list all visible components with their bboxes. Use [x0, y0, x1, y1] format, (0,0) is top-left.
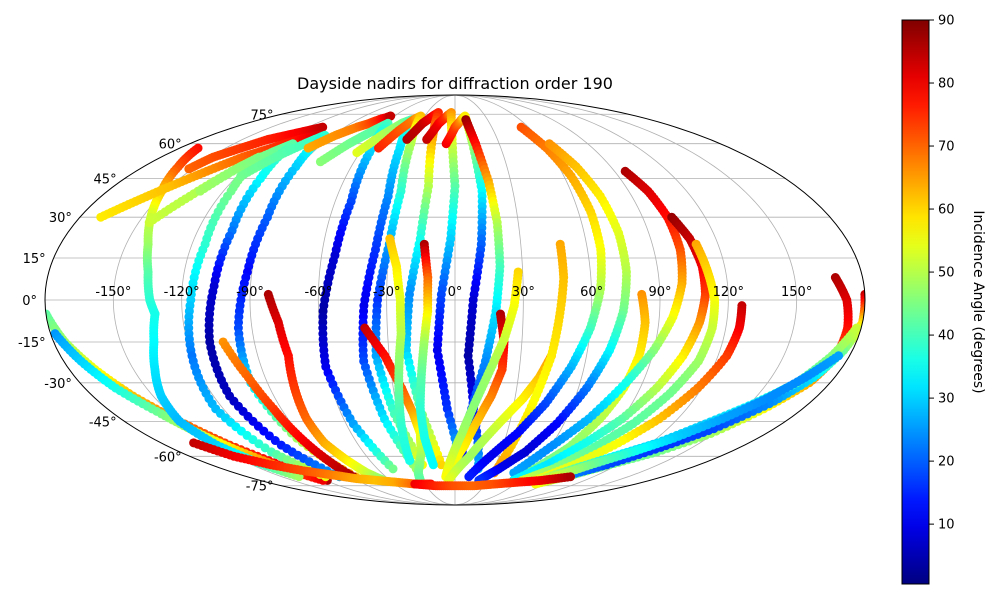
colorbar-tick-label: 60 [938, 203, 955, 218]
latitude-tick-label: 60° [159, 138, 182, 153]
latitude-tick-label: -30° [44, 377, 72, 392]
longitude-tick-label: 60° [580, 285, 603, 300]
longitude-tick-label: -150° [95, 285, 131, 300]
latitude-tick-label: -60° [154, 450, 182, 465]
longitude-tick-label: 150° [781, 285, 812, 300]
colorbar-tick-label: 80 [938, 77, 955, 92]
nadir-point [428, 460, 438, 470]
nadir-point [388, 464, 398, 474]
colorbar-tick-label: 50 [938, 266, 955, 281]
latitude-tick-label: 30° [49, 211, 72, 226]
nadir-tracks [45, 108, 865, 491]
nadir-point [260, 443, 270, 453]
colorbar-gradient [901, 19, 930, 585]
latitude-tick-label: -15° [18, 336, 46, 351]
colorbar-tick-label: 90 [938, 14, 955, 29]
longitude-tick-label: -30° [373, 285, 401, 300]
latitude-tick-label: 0° [22, 294, 37, 309]
nadir-point [386, 111, 396, 121]
colorbar-tick-label: 20 [938, 455, 955, 470]
colorbar-tick-label: 30 [938, 392, 955, 407]
colorbar-tick-label: 10 [938, 518, 955, 533]
latitude-tick-label: 45° [94, 173, 117, 188]
nadir-point [405, 456, 415, 466]
nadir-point [318, 122, 328, 132]
longitude-tick-label: -120° [164, 285, 200, 300]
nadir-point [566, 472, 575, 482]
longitude-tick-label: 90° [648, 285, 671, 300]
colorbar-ticks: 10 20 30 40 50 60 70 80 90 [929, 14, 955, 533]
latitude-tick-label: -45° [89, 415, 117, 430]
latitude-tick-label: 75° [250, 108, 273, 123]
longitude-tick-label: -90° [236, 285, 264, 300]
longitude-tick-label: -60° [304, 285, 332, 300]
colorbar: 10 20 30 40 50 60 70 80 90 Incidence Angle (degr… [901, 14, 986, 585]
latitude-tick-label: -75° [246, 480, 274, 495]
nadir-point [464, 472, 474, 482]
colorbar-label: Incidence Angle (degrees) [970, 210, 986, 393]
longitude-tick-label: 30° [512, 285, 535, 300]
longitude-tick-label: 0° [448, 285, 463, 300]
latitude-tick-label: 15° [23, 252, 46, 267]
colorbar-tick-label: 40 [938, 329, 955, 344]
colorbar-tick-label: 70 [938, 140, 955, 155]
longitude-tick-label: 120° [713, 285, 744, 300]
chart-title: Dayside nadirs for diffraction order 190 [297, 74, 613, 93]
